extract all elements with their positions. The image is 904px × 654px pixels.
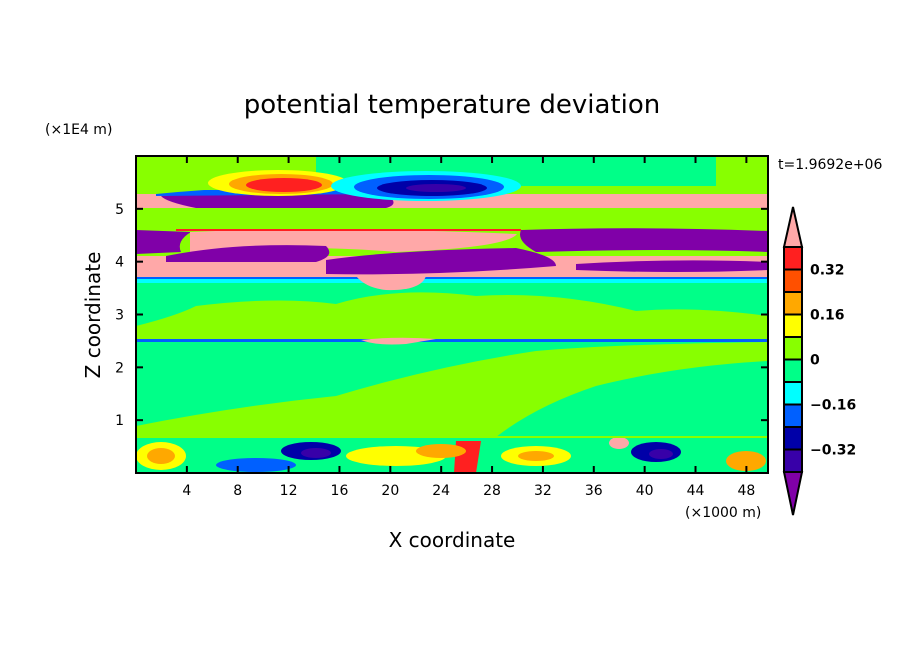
y-unit-label: (×1E4 m) [45, 122, 112, 138]
colorbar-box [783, 358, 803, 383]
blob-red-5.5 [246, 178, 322, 192]
patch-purple-4.2 [166, 245, 330, 262]
x-tick-label: 36 [585, 483, 603, 499]
colorbar-box [783, 268, 803, 293]
colorbar-box [783, 313, 803, 338]
colorbar-label: 0 [810, 353, 820, 369]
edge-red-4.6 [176, 229, 521, 231]
colorbar-label: 0.32 [810, 263, 845, 279]
blob-indigo-bl2 [301, 448, 331, 458]
colorbar-box [783, 336, 803, 361]
colorbar-box [783, 246, 803, 271]
x-tick-label: 28 [483, 483, 501, 499]
colorbar-box [783, 448, 803, 473]
colorbar-box [783, 381, 803, 406]
patch-yellowgreen-diag [136, 342, 768, 437]
blob-orange-bl4 [416, 444, 466, 458]
y-tick-label: 4 [115, 255, 124, 271]
line-blue-3.7 [136, 277, 768, 279]
blob-indigo-bl6 [649, 449, 673, 459]
line-blue-2.5 [136, 339, 768, 342]
y-tick-label: 2 [115, 360, 124, 376]
colorbar-box [783, 291, 803, 316]
colorbar-box [783, 403, 803, 428]
x-tick-label: 32 [534, 483, 552, 499]
band-cyan-3.7 [136, 276, 768, 283]
patch-purple-left-4.4 [136, 230, 191, 254]
blob-orange-bl5 [518, 451, 554, 461]
x-tick-label: 8 [233, 483, 242, 499]
patch-purple-mid-4 [326, 248, 556, 275]
patch-pink-3.6 [356, 276, 426, 291]
blob-blue-bl1 [216, 458, 296, 472]
x-tick-label: 24 [432, 483, 450, 499]
y-tick-label: 1 [115, 413, 124, 429]
blob-orange-bl7 [726, 451, 766, 471]
patch-purple-right-4 [576, 260, 768, 272]
colorbar-under-triangle [782, 471, 804, 516]
y-tick-label: 3 [115, 308, 124, 324]
blob-pink-bl [609, 437, 629, 449]
x-tick-label: 4 [182, 483, 191, 499]
patch-yellowgreen-mid [136, 292, 768, 340]
colorbar-label: −0.32 [810, 443, 856, 459]
x-tick-label: 40 [636, 483, 654, 499]
y-tick-label: 5 [115, 202, 124, 218]
colorbar: 0.32 0.16 0 −0.16 −0.32 [782, 206, 856, 516]
x-tick-label: 12 [280, 483, 298, 499]
blob-indigo-5.5 [406, 184, 466, 192]
time-label: t=1.9692e+06 [778, 157, 882, 173]
x-unit-label: (×1000 m) [685, 505, 761, 521]
colorbar-label: 0.16 [810, 308, 845, 324]
patch-pink-2.5 [361, 337, 436, 345]
y-axis-label: Z coordinate [81, 252, 105, 379]
chart-title: potential temperature deviation [244, 90, 660, 120]
blob-orange-bl1 [147, 448, 175, 464]
patch-purple-right-4.4 [520, 228, 768, 252]
colorbar-box [783, 426, 803, 451]
x-tick-label: 20 [381, 483, 399, 499]
colorbar-label: −0.16 [810, 398, 856, 414]
contour-field [136, 156, 768, 473]
x-tick-label: 44 [687, 483, 705, 499]
x-tick-label: 48 [737, 483, 755, 499]
line-green-0.7 [136, 436, 768, 438]
x-axis-label: X coordinate [389, 528, 516, 552]
x-tick-label: 16 [331, 483, 349, 499]
colorbar-over-triangle [782, 206, 804, 248]
